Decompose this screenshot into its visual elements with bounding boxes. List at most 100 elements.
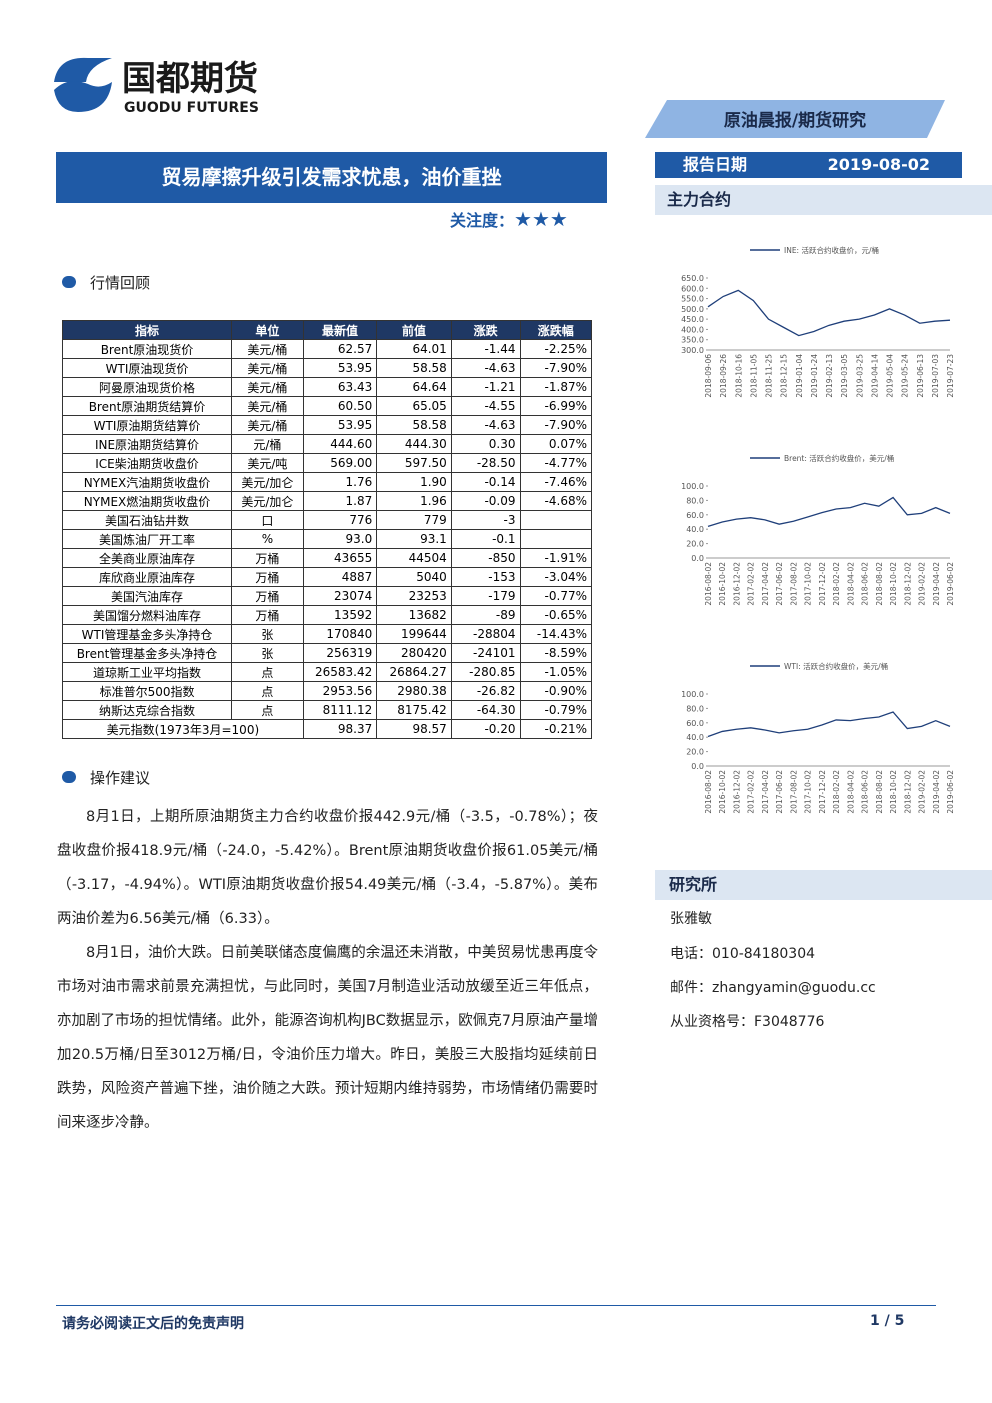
cell: 26583.42 — [302, 662, 378, 682]
cell: 170840 — [302, 624, 378, 644]
cell: -1.91% — [519, 548, 592, 568]
data-line — [707, 289, 951, 337]
x-tick-label: 2019-06-02 — [946, 562, 955, 606]
x-tick-label: 2018-11-25 — [765, 354, 774, 398]
cell: 美元/加仑 — [231, 491, 304, 511]
report-type-banner: 原油晨报/期货研究 — [645, 100, 945, 138]
cell: -0.77% — [519, 586, 592, 606]
x-tick-label: 2019-07-23 — [946, 354, 955, 398]
table-row: Brent原油期货结算价 美元/桶 60.50 65.05 -4.55 -6.99% — [61, 396, 592, 416]
cell: 库欣商业原油库存 — [61, 567, 233, 587]
x-tick-label: 2018-02-02 — [832, 770, 841, 814]
table-row: ICE柴油期货收盘价 美元/吨 569.00 597.50 -28.50 -4.77% — [61, 453, 592, 473]
footer-line — [56, 1305, 936, 1306]
date-label: 报告日期 — [683, 155, 748, 174]
cell: -4.63 — [450, 358, 521, 378]
y-tick-label: 300.0 — [681, 346, 704, 355]
table-row: 纳斯达克综合指数点 8111.12 8175.42 -64.30 -0.79% — [61, 700, 592, 720]
logo-en: GUODU FUTURES — [124, 100, 259, 116]
cell: 199644 — [376, 624, 452, 644]
cell: 0.30 — [450, 434, 521, 454]
cell: -4.68% — [519, 491, 592, 511]
y-tick-label: 40.0 — [686, 525, 704, 534]
cell: 1.90 — [376, 472, 452, 492]
cell: WTI管理基金多头净持仓 — [61, 624, 233, 644]
cell: 26864.27 — [376, 662, 452, 682]
cell: 纳斯达克综合指数 — [61, 700, 233, 720]
attention-label: 关注度： — [450, 211, 515, 230]
table-row: 美元指数(1973年3月=100) 98.37 98.57 -0.20 -0.21% — [62, 719, 592, 739]
x-tick-label: 2018-11-05 — [749, 354, 758, 398]
cell: 58.58 — [376, 358, 452, 378]
x-tick-label: 2016-12-02 — [732, 562, 741, 606]
cell: -1.87% — [519, 377, 592, 397]
cell: 65.05 — [376, 396, 452, 416]
x-tick-label: 2018-10-16 — [734, 354, 743, 398]
cell: 道琼斯工业平均指数 — [61, 662, 233, 682]
y-tick-label: 60.0 — [686, 511, 704, 520]
cell: 569.00 — [302, 453, 378, 473]
x-tick-label: 2019-03-05 — [840, 354, 849, 398]
x-tick-label: 2019-04-14 — [870, 354, 879, 398]
data-table: 指标 单位 最新值 前值 涨跌 涨跌幅 Brent原油现货价 美元/桶 62.57 64.01 -1… — [61, 320, 592, 739]
cell: INE原油期货结算价 — [61, 434, 233, 454]
x-tick-label: 2017-10-02 — [804, 770, 813, 814]
x-tick-label: 2019-01-04 — [795, 354, 804, 398]
cell: 美元/吨 — [231, 453, 304, 473]
x-tick-label: 2017-12-02 — [818, 770, 827, 814]
y-tick-label: 450.0 — [681, 315, 704, 324]
date-bar: 报告日期 2019-08-02 — [655, 152, 962, 178]
x-tick-label: 2018-08-02 — [875, 770, 884, 814]
y-tick-label: 0.0 — [691, 554, 704, 563]
cell: -0.65% — [519, 605, 592, 625]
x-tick-label: 2019-05-24 — [901, 354, 910, 398]
logo: 国都期货 GUODU FUTURES — [54, 57, 259, 116]
cell: 256319 — [302, 643, 378, 663]
y-tick-label: 60.0 — [686, 719, 704, 728]
chart: WTI: 活跃合约收盘价，美元/桶 0.0 20.0 40.0 60.0 80.0 100.… — [681, 661, 955, 814]
x-tick-label: 2017-04-02 — [761, 562, 770, 606]
cell: -8.59% — [519, 643, 592, 663]
chart: Brent: 活跃合约收盘价，美元/桶 0.0 20.0 40.0 60.0 80.0 10… — [681, 453, 955, 606]
cell: 1.76 — [302, 472, 378, 492]
contact: 邮件：zhangyamin@guodu.cc — [670, 980, 876, 996]
cell: -64.30 — [450, 700, 521, 720]
x-tick-label: 2017-06-02 — [775, 770, 784, 814]
data-line — [707, 496, 951, 527]
cell: 98.57 — [376, 719, 452, 739]
header-cell: 涨跌幅 — [519, 320, 592, 340]
cell: -28804 — [450, 624, 521, 644]
cell: -0.20 — [450, 719, 521, 739]
table-row: 美国石油钻井数口 776 779 -3 — [61, 510, 592, 530]
header-cell: 指标 — [61, 320, 233, 340]
cell: Brent原油现货价 — [61, 339, 233, 359]
x-tick-label: 2019-02-13 — [825, 354, 834, 398]
cell: -850 — [450, 548, 521, 568]
x-tick-label: 2018-12-02 — [903, 562, 912, 606]
cell: -0.79% — [519, 700, 592, 720]
cell: -6.99% — [519, 396, 592, 416]
cell: 444.30 — [376, 434, 452, 454]
x-tick-label: 2018-09-06 — [704, 354, 713, 398]
x-tick-label: 2019-04-02 — [932, 562, 941, 606]
x-tick-label: 2017-10-02 — [804, 562, 813, 606]
table-row: 美国馏分燃料油库存 万桶 13592 13682 -89 -0.65% — [61, 605, 592, 625]
cell: -26.82 — [450, 681, 521, 701]
y-tick-label: 0.0 — [691, 762, 704, 771]
main-contract: 主力合约 — [655, 185, 992, 215]
x-tick-label: 2018-09-26 — [719, 354, 728, 398]
cell: -0.14 — [450, 472, 521, 492]
legend-label: INE: 活跃合约收盘价，元/桶 — [784, 245, 879, 255]
cell: -0.90% — [519, 681, 592, 701]
table-row: NYMEX燃油期货收盘价 美元/加仑 1.87 1.96 -0.09 -4.68% — [61, 491, 592, 511]
table-row: WTI管理基金多头净持仓张 170840 199644 -28804 -14.43% — [61, 624, 592, 644]
cell: 美国汽油库存 — [61, 586, 233, 606]
x-tick-label: 2018-04-02 — [846, 770, 855, 814]
cell: 1.87 — [302, 491, 378, 511]
cell: -3.04% — [519, 567, 592, 587]
x-tick-label: 2019-02-02 — [918, 562, 927, 606]
cell — [519, 510, 592, 530]
cell: 44504 — [376, 548, 452, 568]
cell: -1.21 — [450, 377, 521, 397]
